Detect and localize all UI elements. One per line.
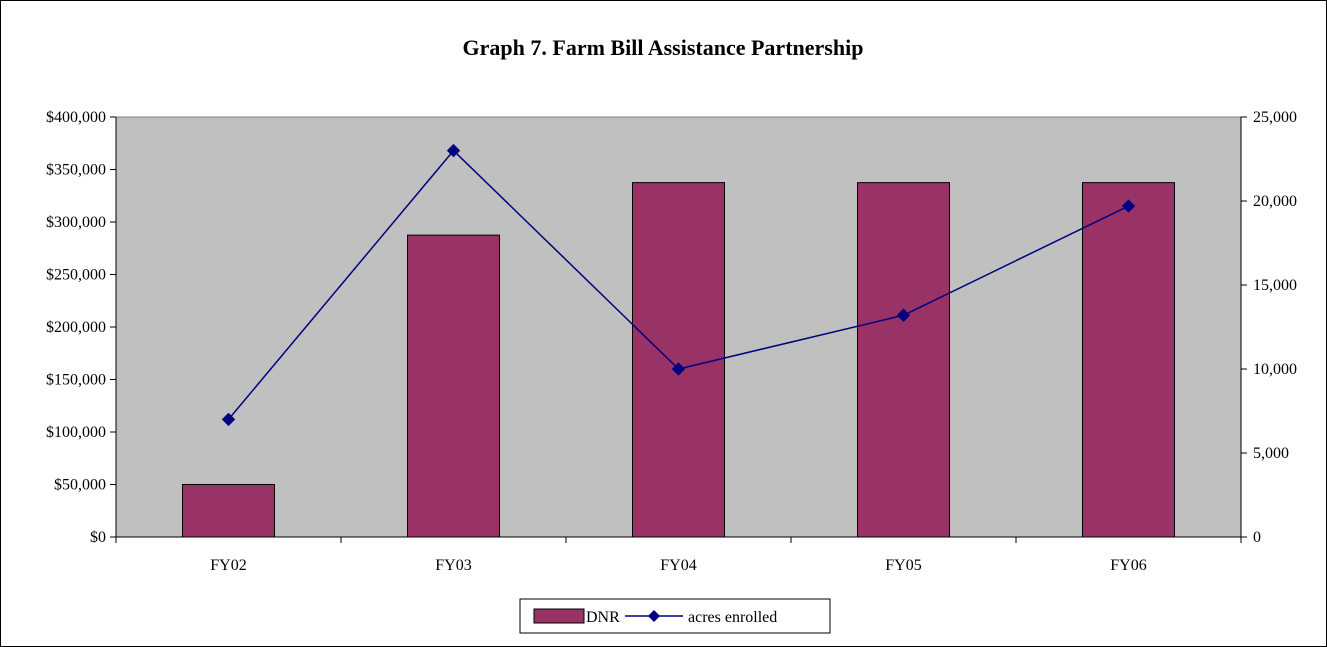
right-axis-tick-label: 5,000 — [1253, 445, 1289, 462]
legend: DNR acres enrolled — [519, 598, 831, 634]
legend-marker-diamond-icon — [648, 610, 660, 622]
bar-dnr-fy02 — [182, 484, 275, 538]
right-axis-tick-label: 0 — [1253, 529, 1261, 546]
left-axis-tick-label: $150,000 — [46, 372, 106, 389]
marker-acres-enrolled-fy02 — [221, 412, 236, 427]
bar-dnr-fy05 — [857, 182, 950, 538]
legend-swatch-dnr — [533, 608, 585, 624]
left-axis-tick-label: $50,000 — [54, 477, 106, 494]
marker-acres-enrolled-fy06 — [1121, 199, 1136, 213]
x-axis-tick-label: FY03 — [435, 557, 471, 574]
bar-dnr-fy06 — [1082, 182, 1175, 538]
marker-acres-enrolled-fy05 — [896, 308, 911, 322]
right-axis-tick-label: 15,000 — [1253, 277, 1297, 294]
left-axis-tick-label: $250,000 — [46, 267, 106, 284]
left-axis-tick-label: $400,000 — [46, 109, 106, 126]
right-axis-tick-label: 10,000 — [1253, 361, 1297, 378]
bar-dnr-fy04 — [632, 182, 725, 538]
bar-dnr-fy03 — [407, 234, 500, 538]
left-axis-tick-label: $350,000 — [46, 162, 106, 179]
left-axis-tick-label: $300,000 — [46, 214, 106, 231]
right-axis-tick-label: 25,000 — [1253, 109, 1297, 126]
x-axis-tick-label: FY05 — [885, 557, 921, 574]
marker-acres-enrolled-fy03 — [446, 143, 461, 158]
chart-title: Graph 7. Farm Bill Assistance Partnershi… — [463, 35, 864, 60]
plot-area — [115, 116, 1242, 538]
x-axis-tick-label: FY06 — [1110, 557, 1146, 574]
left-axis-tick-label: $0 — [90, 529, 106, 546]
left-axis-tick-label: $100,000 — [46, 424, 106, 441]
axes: $0 $50,000 $100,000 $150,000 $200,000 $250,00… — [46, 109, 1297, 574]
legend-label-dnr: DNR — [586, 609, 620, 626]
marker-acres-enrolled-fy04 — [671, 362, 686, 376]
x-axis-tick-label: FY02 — [210, 557, 246, 574]
x-axis-tick-label: FY04 — [660, 557, 696, 574]
right-axis-tick-label: 20,000 — [1253, 193, 1297, 210]
legend-label-acres-enrolled: acres enrolled — [688, 609, 777, 626]
left-axis-tick-label: $200,000 — [46, 319, 106, 336]
